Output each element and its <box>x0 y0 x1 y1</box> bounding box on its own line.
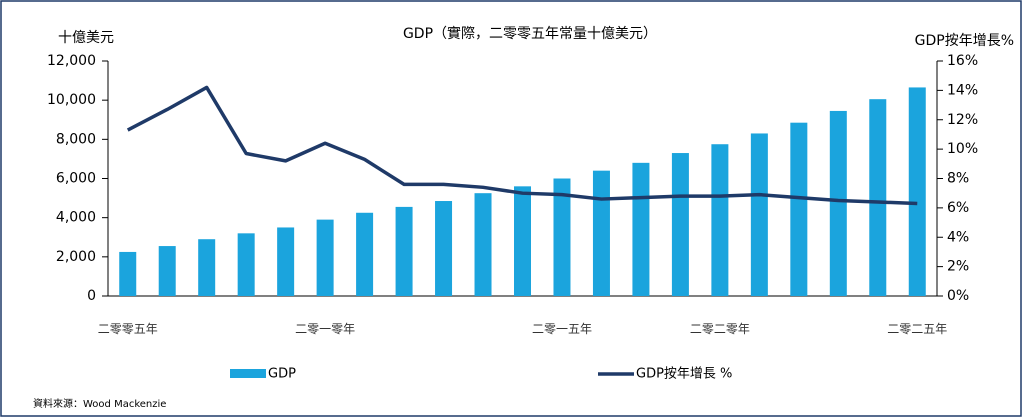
y2-tick-label: 4% <box>947 229 969 245</box>
y-tick-label: 2,000 <box>56 249 96 265</box>
y-tick-label: 6,000 <box>56 171 96 187</box>
y2-tick-label: 8% <box>947 171 969 187</box>
y2-axis-label: GDP按年增長% <box>915 33 1014 49</box>
bar <box>869 99 887 296</box>
bar <box>553 178 571 296</box>
x-tick-label: 二零一五年 <box>532 322 592 336</box>
x-tick-label: 二零二五年 <box>887 322 947 336</box>
y2-tick-label: 10% <box>947 141 978 157</box>
bar <box>435 201 453 296</box>
bar <box>237 233 255 296</box>
bar <box>592 170 610 296</box>
x-tick-label: 二零零五年 <box>98 322 158 336</box>
bar <box>514 186 531 296</box>
bar <box>316 219 334 296</box>
bar <box>474 193 492 296</box>
bar <box>908 87 926 296</box>
y2-tick-label: 16% <box>947 53 978 69</box>
y-tick-label: 0 <box>87 288 96 304</box>
source: 資料來源：Wood Mackenzie <box>33 397 166 410</box>
y-tick-label: 10,000 <box>47 92 96 108</box>
bar <box>356 212 374 296</box>
x-tick-label: 二零二零年 <box>690 322 750 336</box>
y-axis-label: 十億美元 <box>58 30 114 46</box>
legend-label: GDP按年增長 % <box>636 367 732 382</box>
bar <box>790 122 808 296</box>
bar <box>632 162 650 296</box>
bar <box>158 246 176 296</box>
y2-tick-label: 6% <box>947 200 969 216</box>
y2-tick-label: 14% <box>947 82 978 98</box>
y2-tick-label: 12% <box>947 112 978 128</box>
bar <box>750 133 768 296</box>
bar <box>277 227 295 296</box>
y-tick-label: 8,000 <box>56 131 96 147</box>
y2-tick-label: 0% <box>947 288 969 304</box>
chart-title: GDP（實際，二零零五年常量十億美元） <box>403 25 657 42</box>
legend-swatch <box>230 369 266 378</box>
y-tick-label: 4,000 <box>56 210 96 226</box>
bar <box>671 153 689 296</box>
line <box>126 85 918 206</box>
x-tick-label: 二零一零年 <box>295 322 355 336</box>
bar <box>198 239 216 296</box>
legend-label: GDP <box>268 367 296 382</box>
y2-tick-label: 2% <box>947 259 969 275</box>
bar <box>829 110 847 296</box>
bar <box>119 251 137 296</box>
bar <box>395 206 413 296</box>
bar <box>711 144 729 296</box>
y-tick-label: 12,000 <box>47 53 96 69</box>
